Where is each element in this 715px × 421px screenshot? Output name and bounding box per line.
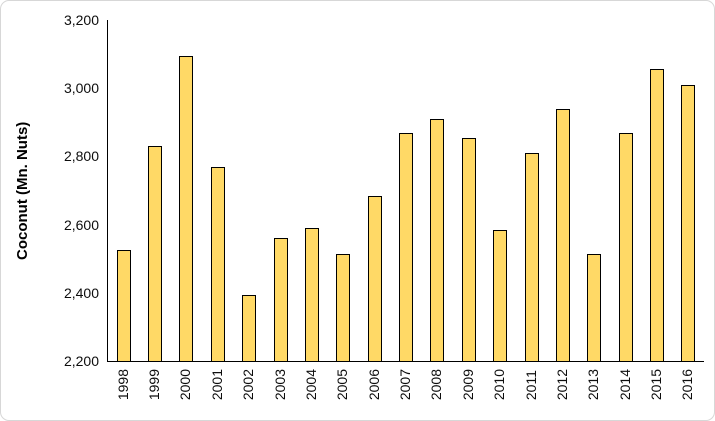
bar-2012 — [555, 108, 570, 361]
x-label-cell: 2000 — [170, 369, 201, 400]
x-label-cell: 1998 — [107, 369, 138, 400]
x-tick-label: 2001 — [208, 369, 225, 401]
x-tick-label: 2014 — [616, 369, 633, 401]
x-tick-label: 1999 — [146, 369, 163, 401]
bar-slot — [359, 20, 390, 361]
x-label-cell: 2013 — [578, 369, 609, 400]
x-label-cell: 2010 — [484, 369, 515, 400]
bars-container — [108, 20, 704, 361]
bar-2015 — [650, 69, 665, 361]
y-tick-label: 2,600 — [63, 216, 99, 233]
bar-2016 — [681, 84, 696, 361]
x-tick-label: 2008 — [428, 369, 445, 401]
bar-2006 — [367, 195, 382, 361]
x-tick-label: 2015 — [648, 369, 665, 401]
bar-slot — [234, 20, 265, 361]
bar-slot — [610, 20, 641, 361]
bar-slot — [579, 20, 610, 361]
bar-slot — [641, 20, 672, 361]
bar-2014 — [618, 132, 633, 361]
x-label-cell: 2003 — [264, 369, 295, 400]
y-tick-label: 2,200 — [63, 353, 99, 369]
bar-slot — [171, 20, 202, 361]
bar-slot — [673, 20, 704, 361]
bar-2008 — [430, 118, 445, 361]
y-axis-ticks: 2,200 2,400 2,600 2,800 3,000 3,200 — [1, 12, 99, 369]
x-tick-label: 2000 — [177, 369, 194, 401]
bar-slot — [328, 20, 359, 361]
x-tick-label: 2003 — [271, 369, 288, 401]
bar-2005 — [336, 253, 351, 361]
y-tick-label: 3,200 — [63, 12, 99, 28]
x-tick-label: 2009 — [459, 369, 476, 401]
x-label-cell: 2001 — [201, 369, 232, 400]
x-label-cell: 2016 — [672, 369, 703, 400]
bar-slot — [139, 20, 170, 361]
y-tick-label: 3,000 — [63, 80, 99, 97]
x-tick-label: 2007 — [397, 369, 414, 401]
bar-slot — [390, 20, 421, 361]
bar-slot — [265, 20, 296, 361]
bar-2004 — [304, 228, 319, 361]
bar-2002 — [242, 294, 257, 361]
x-label-cell: 2012 — [546, 369, 577, 400]
x-label-cell: 2006 — [358, 369, 389, 400]
x-label-cell: 2007 — [389, 369, 420, 400]
x-label-cell: 2009 — [452, 369, 483, 400]
x-tick-label: 2006 — [365, 369, 382, 401]
x-label-cell: 2005 — [327, 369, 358, 400]
bar-2003 — [273, 238, 288, 361]
x-tick-label: 2016 — [679, 369, 696, 401]
plot-area — [107, 20, 704, 362]
bar-2000 — [179, 55, 194, 361]
x-label-cell: 2015 — [640, 369, 671, 400]
bar-slot — [202, 20, 233, 361]
bar-2013 — [587, 253, 602, 361]
x-label-cell: 2002 — [233, 369, 264, 400]
bar-1998 — [116, 250, 131, 361]
bar-slot — [296, 20, 327, 361]
bar-slot — [453, 20, 484, 361]
y-tick-label: 2,800 — [63, 148, 99, 165]
bar-2001 — [210, 166, 225, 361]
bar-slot — [485, 20, 516, 361]
y-tick-label: 2,400 — [63, 284, 99, 301]
bar-2007 — [399, 132, 414, 361]
bar-1999 — [148, 146, 163, 361]
bar-2010 — [493, 229, 508, 361]
bar-slot — [516, 20, 547, 361]
x-tick-label: 2010 — [491, 369, 508, 401]
bar-2009 — [461, 137, 476, 361]
x-tick-label: 2002 — [240, 369, 257, 401]
x-label-cell: 2014 — [609, 369, 640, 400]
bar-slot — [422, 20, 453, 361]
bar-slot — [547, 20, 578, 361]
x-tick-label: 2011 — [522, 370, 539, 401]
bar-2011 — [524, 153, 539, 361]
x-tick-label: 2004 — [302, 369, 319, 401]
x-tick-label: 2005 — [334, 369, 351, 401]
x-label-cell: 1999 — [138, 369, 169, 400]
x-tick-label: 1998 — [114, 369, 131, 401]
x-label-cell: 2011 — [515, 369, 546, 400]
bar-slot — [108, 20, 139, 361]
x-label-cell: 2004 — [295, 369, 326, 400]
x-label-cell: 2008 — [421, 369, 452, 400]
x-tick-label: 2013 — [585, 369, 602, 401]
x-tick-label: 2012 — [553, 369, 570, 401]
x-axis-labels: 1998 1999 2000 2001 2002 2003 2004 2005 2006 2007… — [107, 369, 703, 400]
